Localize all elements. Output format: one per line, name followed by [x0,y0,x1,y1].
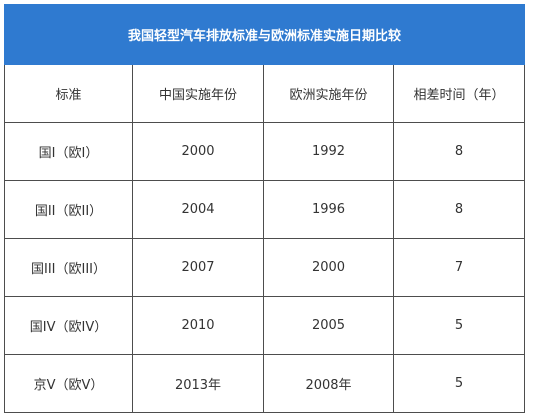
cell-china-year: 2004 [132,180,264,239]
cell-standard: 国IV（欧IV） [4,296,133,355]
table-row: 京V（欧V） 2013年 2008年 5 [4,354,526,413]
cell-china-year: 2013年 [132,354,264,413]
table-row: 国I（欧I） 2000 1992 8 [4,122,526,181]
table-row: 国III（欧III） 2007 2000 7 [4,238,526,297]
cell-difference: 5 [392,354,526,413]
table-title-row: 我国轻型汽车排放标准与欧洲标准实施日期比较 [3,4,526,65]
cell-standard: 京V（欧V） [4,354,133,413]
cell-china-year: 2010 [132,296,264,355]
comparison-table-container: 我国轻型汽车排放标准与欧洲标准实施日期比较 标准 中国实施年份 欧洲实施年份 相… [3,4,526,413]
cell-china-year: 2000 [132,122,264,181]
cell-china-year: 2007 [132,238,264,297]
cell-difference: 8 [392,180,526,239]
cell-europe-year: 2008年 [263,354,394,413]
cell-europe-year: 1992 [263,122,394,181]
cell-difference: 7 [392,238,526,297]
cell-europe-year: 2005 [263,296,394,355]
cell-europe-year: 1996 [263,180,394,239]
cell-standard: 国I（欧I） [4,122,133,181]
header-standard: 标准 [4,64,133,123]
table-row: 国IV（欧IV） 2010 2005 5 [4,296,526,355]
cell-europe-year: 2000 [263,238,394,297]
emission-standard-table: 我国轻型汽车排放标准与欧洲标准实施日期比较 标准 中国实施年份 欧洲实施年份 相… [3,4,526,413]
table-row: 国II（欧II） 2004 1996 8 [4,180,526,239]
table-header-row: 标准 中国实施年份 欧洲实施年份 相差时间（年） [4,64,526,123]
cell-standard: 国III（欧III） [4,238,133,297]
header-difference: 相差时间（年） [392,64,526,123]
cell-standard: 国II（欧II） [4,180,133,239]
table-title: 我国轻型汽车排放标准与欧洲标准实施日期比较 [3,4,526,65]
cell-difference: 5 [392,296,526,355]
header-china-year: 中国实施年份 [132,64,264,123]
header-europe-year: 欧洲实施年份 [263,64,394,123]
cell-difference: 8 [392,122,526,181]
